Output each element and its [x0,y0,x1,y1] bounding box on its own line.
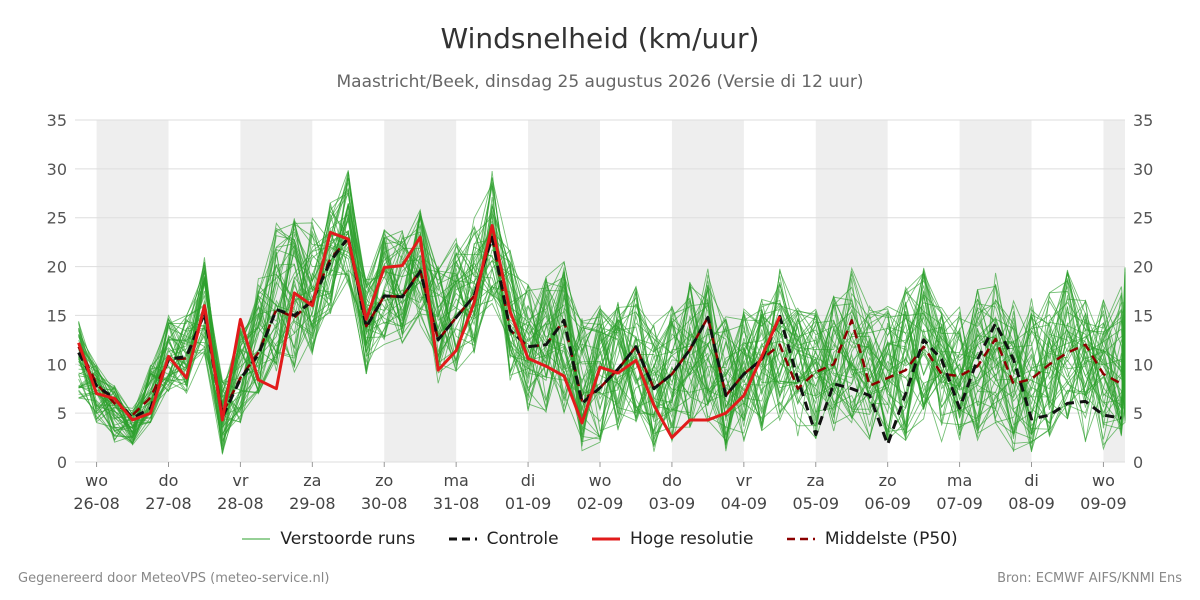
x-tick-day: di [1024,471,1039,490]
x-tick-date: 31-08 [433,494,480,513]
legend-label-highres: Hoge resolutie [629,529,754,549]
ensemble-member [78,225,1126,442]
y-tick-label-left: 25 [47,209,67,228]
ensemble-member [78,206,1126,438]
legend-item-ensemble: Verstoorde runs [242,529,415,549]
ensemble-member [78,188,1126,444]
legend-highres-swatch [591,537,620,541]
x-tick-date: 27-08 [145,494,192,513]
y-tick-label-left: 15 [47,306,67,325]
x-tick-day: vr [736,471,752,490]
ensemble-member [78,215,1126,441]
y-tick-label-left: 35 [47,111,67,130]
y-tick-label-right: 15 [1133,306,1153,325]
x-tick-date: 06-09 [864,494,911,513]
y-tick-label-right: 5 [1133,404,1143,423]
x-tick-day: zo [879,471,897,490]
ensemble-member [78,177,1126,453]
ensemble-member [78,182,1126,435]
legend-item-highres: Hoge resolutie [591,529,754,549]
x-tick-date: 30-08 [361,494,408,513]
legend-item-control: Controle [448,529,559,549]
legend-label-ensemble: Verstoorde runs [280,529,416,549]
ensemble-member [78,210,1126,452]
legend-label-median: Middelste (P50) [824,529,958,549]
x-tick-date: 28-08 [217,494,264,513]
ensemble-member [78,223,1126,437]
x-tick-day: do [662,471,682,490]
x-tick-date: 26-08 [73,494,120,513]
x-tick-date: 07-09 [936,494,983,513]
x-tick-day: za [807,471,825,490]
y-tick-label-right: 25 [1133,209,1153,228]
x-tick-date: 05-09 [793,494,840,513]
y-tick-label-left: 5 [57,404,67,423]
footer-source: Bron: ECMWF AIFS/KNMI Ens [997,571,1182,586]
x-tick-date: 04-09 [721,494,768,513]
wind-chart: 0 0 5 5 10 10 15 15 20 20 25 25 30 30 35 35 wo 26-08 do 27-… [47,111,1154,513]
x-tick-day: ma [947,471,972,490]
y-tick-label-right: 0 [1133,453,1143,472]
legend: Verstoorde runs Controle Hoge resolutie … [0,529,1200,549]
main-series [77,224,1123,446]
x-tick-day: do [159,471,179,490]
y-tick-label-left: 0 [57,453,67,472]
x-tick-day: wo [85,471,108,490]
x-tick-day: wo [1092,471,1115,490]
ensemble-member [78,203,1126,450]
day-shade [1103,120,1125,462]
x-tick-date: 01-09 [505,494,552,513]
ensemble-member [78,212,1126,451]
x-tick-day: zo [375,471,393,490]
legend-item-median: Middelste (P50) [786,529,958,549]
x-tick-date: 29-08 [289,494,336,513]
series-hoge-resolutie [77,224,782,440]
ensemble-member [78,216,1126,449]
axes: 0 0 5 5 10 10 15 15 20 20 25 25 30 30 35 35 wo 26-08 do 27-… [47,111,1154,513]
x-tick-day: di [521,471,536,490]
y-tick-label-right: 10 [1133,355,1153,374]
y-tick-label-right: 30 [1133,160,1153,179]
legend-label-control: Controle [486,529,559,549]
y-tick-label-right: 35 [1133,111,1153,130]
ensemble-member [78,210,1126,437]
x-tick-date: 09-09 [1080,494,1127,513]
y-tick-label-left: 30 [47,160,67,179]
ensemble-member [78,203,1126,445]
chart-subtitle: Maastricht/Beek, dinsdag 25 augustus 202… [336,72,864,92]
y-tick-label-right: 20 [1133,258,1153,277]
y-tick-label-left: 20 [47,258,67,277]
x-tick-day: ma [443,471,468,490]
chart-title: Windsnelheid (km/uur) [440,22,760,55]
legend-ensemble-swatch [242,538,271,540]
legend-median-swatch [786,537,815,541]
x-tick-day: vr [232,471,248,490]
ensemble-member [78,205,1126,442]
x-tick-date: 03-09 [649,494,696,513]
x-tick-day: wo [589,471,612,490]
x-tick-date: 02-09 [577,494,624,513]
x-tick-day: za [303,471,321,490]
y-tick-label-left: 10 [47,355,67,374]
footer-generated: Gegenereerd door MeteoVPS (meteo-service… [18,571,330,586]
ensemble-member [78,217,1126,444]
legend-control-swatch [448,537,477,541]
x-tick-date: 08-09 [1008,494,1055,513]
